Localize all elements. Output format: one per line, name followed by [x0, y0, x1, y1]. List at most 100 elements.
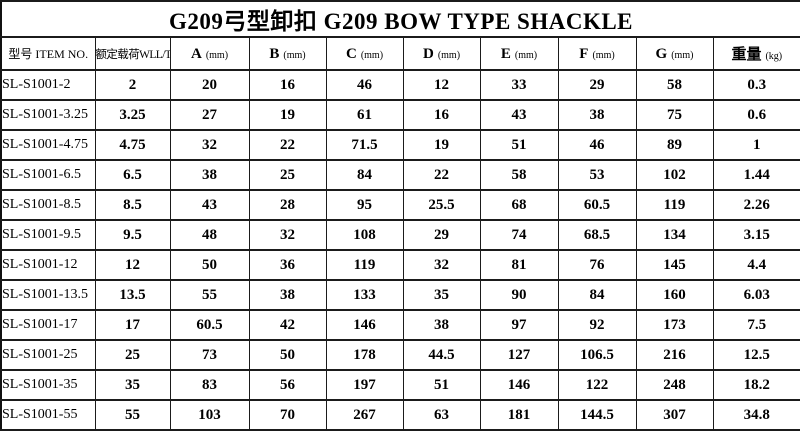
column-unit: (kg)	[765, 51, 783, 62]
column-header-4: C (mm)	[325, 36, 404, 71]
column-unit: (mm)	[283, 49, 306, 61]
item-no-cell: SL-S1001-2	[0, 69, 96, 101]
value-cell: 43	[479, 99, 559, 131]
value-cell: 43	[169, 189, 250, 221]
value-cell: 58	[635, 69, 714, 101]
value-cell: 27	[169, 99, 250, 131]
item-no-cell: SL-S1001-8.5	[0, 189, 96, 221]
value-cell: 32	[169, 129, 250, 161]
column-label: G	[655, 45, 668, 62]
value-cell: 55	[169, 279, 250, 311]
value-cell: 267	[325, 399, 404, 431]
table-row: SL-S1001-55 55 103 70 267 63 181 144.5 307 34.8	[0, 399, 800, 431]
column-header-6: E (mm)	[479, 36, 559, 71]
table-row: SL-S1001-35 35 83 56 197 51 146 122 248 18.2	[0, 369, 800, 401]
value-cell: 38	[557, 99, 637, 131]
value-cell: 144.5	[557, 399, 637, 431]
value-cell: 76	[557, 249, 637, 281]
table-row: SL-S1001-13.5 13.5 55 38 133 35 90 84 160 6.03	[0, 279, 800, 311]
column-label: C	[345, 45, 357, 62]
value-cell: 102	[635, 159, 714, 191]
value-cell: 75	[635, 99, 714, 131]
value-cell: 70	[248, 399, 327, 431]
value-cell: 63	[402, 399, 481, 431]
value-cell: 146	[479, 369, 559, 401]
value-cell: 51	[479, 129, 559, 161]
value-cell: 122	[557, 369, 637, 401]
value-cell: 38	[248, 279, 327, 311]
value-cell: 74	[479, 219, 559, 251]
column-unit: (mm)	[514, 49, 538, 61]
item-no-cell: SL-S1001-3.25	[0, 99, 96, 131]
column-header-8: G (mm)	[635, 36, 714, 71]
item-no-cell: SL-S1001-13.5	[0, 279, 96, 311]
page-title: G209弓型卸扣 G209 BOW TYPE SHACKLE	[0, 0, 800, 38]
table-row: SL-S1001-4.75 4.75 32 22 71.5 19 51 46 89 1	[0, 129, 800, 161]
value-cell: 28	[248, 189, 327, 221]
table-row: SL-S1001-17 17 60.5 42 146 38 97 92 173 7.5	[0, 309, 800, 341]
table-row: SL-S1001-9.5 9.5 48 32 108 29 74 68.5 134 3.15	[0, 219, 800, 251]
column-header-3: B (mm)	[248, 36, 327, 71]
value-cell: 19	[402, 129, 481, 161]
item-no-cell: SL-S1001-6.5	[0, 159, 96, 191]
value-cell: 216	[635, 339, 714, 371]
value-cell: 19	[248, 99, 327, 131]
column-unit: (mm)	[205, 49, 229, 61]
column-label: B	[269, 45, 280, 62]
value-cell: 134	[635, 219, 714, 251]
column-header-9: 重量 (kg)	[712, 36, 800, 71]
value-cell: 160	[635, 279, 714, 311]
value-cell: 0.3	[712, 69, 800, 101]
value-cell: 178	[325, 339, 404, 371]
value-cell: 83	[169, 369, 250, 401]
value-cell: 6.03	[712, 279, 800, 311]
value-cell: 32	[248, 219, 327, 251]
value-cell: 29	[557, 69, 637, 101]
value-cell: 248	[635, 369, 714, 401]
column-header-1: 额定载荷WLL/T	[94, 36, 171, 71]
column-label: A	[190, 45, 202, 62]
value-cell: 25	[248, 159, 327, 191]
value-cell: 32	[402, 249, 481, 281]
value-cell: 92	[557, 309, 637, 341]
value-cell: 48	[169, 219, 250, 251]
value-cell: 25.5	[402, 189, 481, 221]
item-no-cell: SL-S1001-17	[0, 309, 96, 341]
value-cell: 2.26	[712, 189, 800, 221]
value-cell: 68.5	[557, 219, 637, 251]
value-cell: 1.44	[712, 159, 800, 191]
column-unit: (mm)	[671, 49, 694, 61]
value-cell: 55	[94, 399, 171, 431]
value-cell: 35	[94, 369, 171, 401]
value-cell: 61	[325, 99, 404, 131]
value-cell: 42	[248, 309, 327, 341]
value-cell: 12	[402, 69, 481, 101]
value-cell: 89	[635, 129, 714, 161]
value-cell: 60.5	[557, 189, 637, 221]
value-cell: 33	[479, 69, 559, 101]
value-cell: 108	[325, 219, 404, 251]
value-cell: 44.5	[402, 339, 481, 371]
value-cell: 181	[479, 399, 559, 431]
value-cell: 145	[635, 249, 714, 281]
value-cell: 119	[325, 249, 404, 281]
value-cell: 20	[169, 69, 250, 101]
value-cell: 68	[479, 189, 559, 221]
value-cell: 81	[479, 249, 559, 281]
value-cell: 307	[635, 399, 714, 431]
column-label: 重量	[731, 47, 762, 63]
value-cell: 35	[402, 279, 481, 311]
value-cell: 36	[248, 249, 327, 281]
value-cell: 9.5	[94, 219, 171, 251]
value-cell: 7.5	[712, 309, 800, 341]
column-label: F	[579, 45, 589, 62]
value-cell: 3.15	[712, 219, 800, 251]
value-cell: 25	[94, 339, 171, 371]
value-cell: 103	[169, 399, 250, 431]
value-cell: 12	[94, 249, 171, 281]
item-no-cell: SL-S1001-12	[0, 249, 96, 281]
value-cell: 6.5	[94, 159, 171, 191]
value-cell: 3.25	[94, 99, 171, 131]
column-header-7: F (mm)	[557, 36, 637, 71]
